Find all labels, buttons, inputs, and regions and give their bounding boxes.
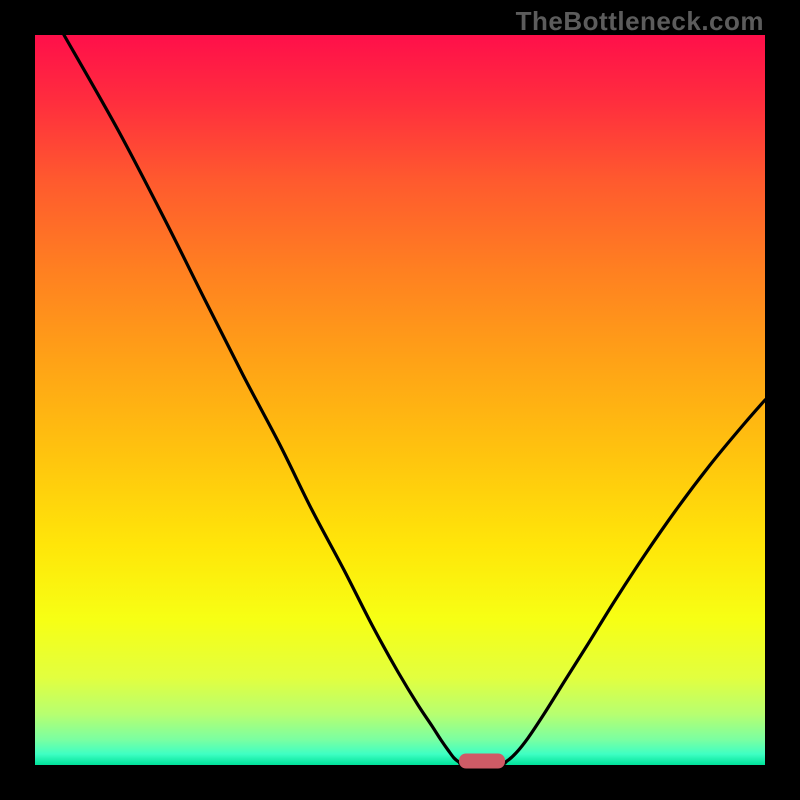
chart-canvas: TheBottleneck.com: [0, 0, 800, 800]
curve-overlay: [0, 0, 800, 800]
minimum-marker: [459, 754, 505, 769]
bottleneck-curve: [64, 35, 765, 764]
